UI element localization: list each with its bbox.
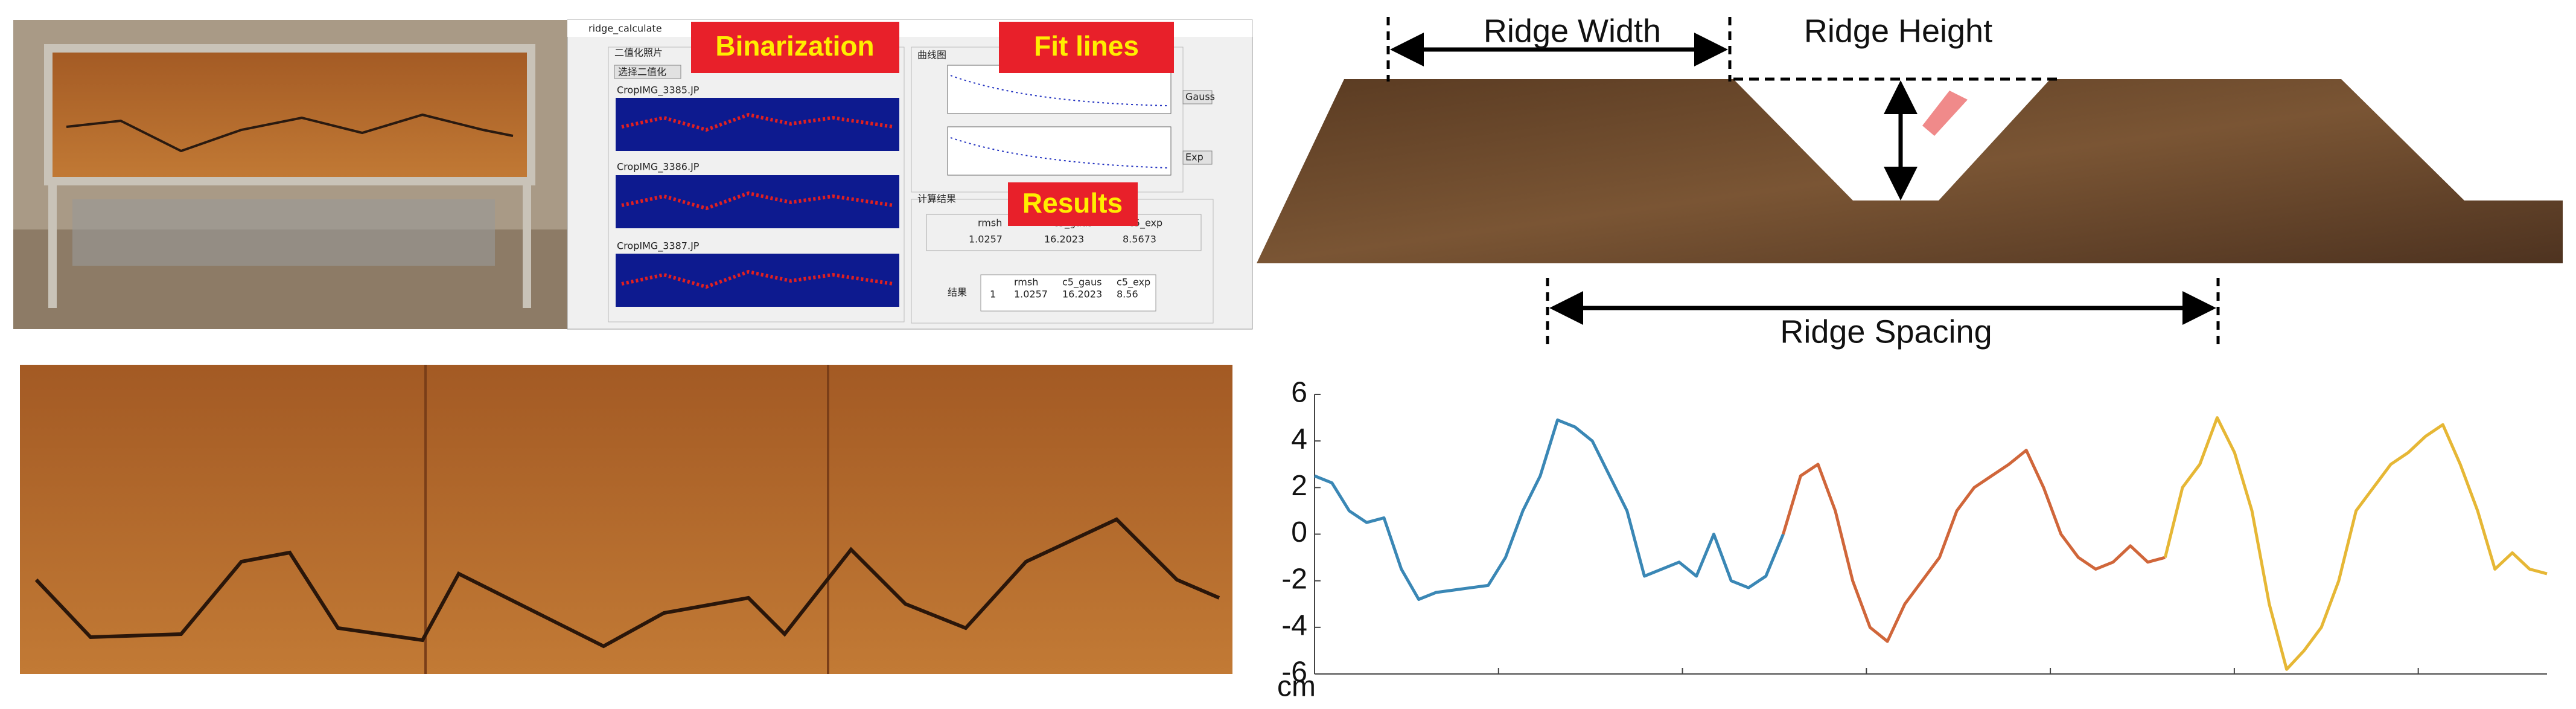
data-line [1314,418,1785,601]
table-cell: 1.0257 [1014,289,1048,300]
summary-header: rmsh [978,217,1002,229]
group-label: 二值化照片 [614,47,663,59]
y-tick-label: 4 [1291,423,1307,455]
software-window: ridge_calculate 二值化照片 选择二值化 CropIMG_3385… [567,19,1253,330]
callout-box [1008,182,1138,226]
image-name: CropIMG_3385.JP [617,85,700,97]
image-name: CropIMG_3386.JP [617,161,700,173]
callout: Binarization [715,30,874,62]
diagram-label: Ridge Height [1804,13,1992,49]
data-line [2163,416,2548,671]
callout-box [691,22,899,73]
line-chart: cm 6 4 2 0 -2 -4 -6 [1277,377,2548,703]
window-title: ridge_calculate [588,23,662,35]
button-label[interactable]: 选择二值化 [618,66,666,78]
summary-value: 16.2023 [1044,234,1084,245]
button[interactable] [1182,150,1213,165]
table-cell: 1 [990,289,996,300]
group-label: 计算结果 [917,193,956,205]
data-line [1782,449,2166,643]
callout-box [999,22,1174,73]
summary-value: 8.5673 [1123,234,1156,245]
table-header: rmsh [1014,277,1038,288]
ridge-diagram: Ridge Width Ridge Height Ridge Spacing [1257,13,2563,350]
y-tick-label: -2 [1281,563,1307,595]
summary-value: 1.0257 [969,234,1003,245]
callout: Fit lines [1034,30,1139,62]
diagram-label: Ridge Spacing [1780,313,1992,350]
panel-photo [20,365,1232,674]
group-label: 曲线图 [917,50,946,61]
field-photo [13,20,567,329]
button[interactable] [614,65,681,79]
y-tick-label: 6 [1291,377,1307,409]
binary-image [616,98,899,151]
callout: Results [1022,187,1123,219]
button[interactable] [1182,90,1213,104]
table-cell: 8.56 [1117,289,1138,300]
button-label[interactable]: Gauss [1185,91,1215,103]
y-tick-label: -6 [1281,656,1307,688]
binary-image [616,175,899,228]
result-label: 结果 [948,287,967,298]
table-header: c5_gaus [1062,277,1101,289]
y-unit: cm [1277,671,1316,703]
y-tick-label: 0 [1291,516,1307,548]
diagram-label: Ridge Width [1484,13,1661,49]
y-tick-label: 2 [1291,470,1307,502]
table-cell: 16.2023 [1062,289,1102,300]
y-tick-label: -4 [1281,610,1307,642]
image-name: CropIMG_3387.JP [617,240,700,252]
button-label[interactable]: Exp [1185,152,1204,163]
table-header: c5_exp [1117,277,1150,289]
binary-image [616,254,899,307]
